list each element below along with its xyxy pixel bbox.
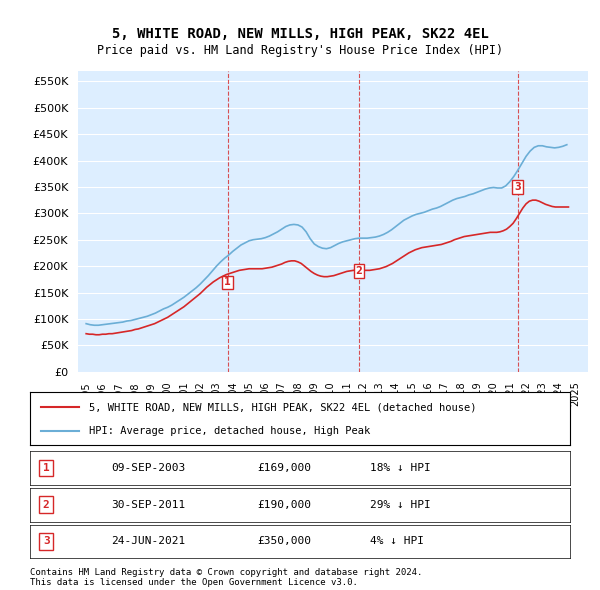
- Text: 5, WHITE ROAD, NEW MILLS, HIGH PEAK, SK22 4EL (detached house): 5, WHITE ROAD, NEW MILLS, HIGH PEAK, SK2…: [89, 402, 477, 412]
- Text: 1: 1: [224, 277, 231, 287]
- Text: £350,000: £350,000: [257, 536, 311, 546]
- Text: Contains HM Land Registry data © Crown copyright and database right 2024.: Contains HM Land Registry data © Crown c…: [30, 568, 422, 577]
- Text: 29% ↓ HPI: 29% ↓ HPI: [370, 500, 431, 510]
- Text: 24-JUN-2021: 24-JUN-2021: [111, 536, 185, 546]
- Text: 2: 2: [43, 500, 50, 510]
- Text: 5, WHITE ROAD, NEW MILLS, HIGH PEAK, SK22 4EL: 5, WHITE ROAD, NEW MILLS, HIGH PEAK, SK2…: [112, 27, 488, 41]
- Text: 3: 3: [514, 182, 521, 192]
- Text: Price paid vs. HM Land Registry's House Price Index (HPI): Price paid vs. HM Land Registry's House …: [97, 44, 503, 57]
- Text: 09-SEP-2003: 09-SEP-2003: [111, 463, 185, 473]
- Text: £169,000: £169,000: [257, 463, 311, 473]
- Text: 2: 2: [356, 267, 362, 276]
- Text: 3: 3: [43, 536, 50, 546]
- Text: HPI: Average price, detached house, High Peak: HPI: Average price, detached house, High…: [89, 425, 371, 435]
- Text: 30-SEP-2011: 30-SEP-2011: [111, 500, 185, 510]
- Text: 4% ↓ HPI: 4% ↓ HPI: [370, 536, 424, 546]
- Text: £190,000: £190,000: [257, 500, 311, 510]
- Text: This data is licensed under the Open Government Licence v3.0.: This data is licensed under the Open Gov…: [30, 578, 358, 587]
- Text: 1: 1: [43, 463, 50, 473]
- Text: 18% ↓ HPI: 18% ↓ HPI: [370, 463, 431, 473]
